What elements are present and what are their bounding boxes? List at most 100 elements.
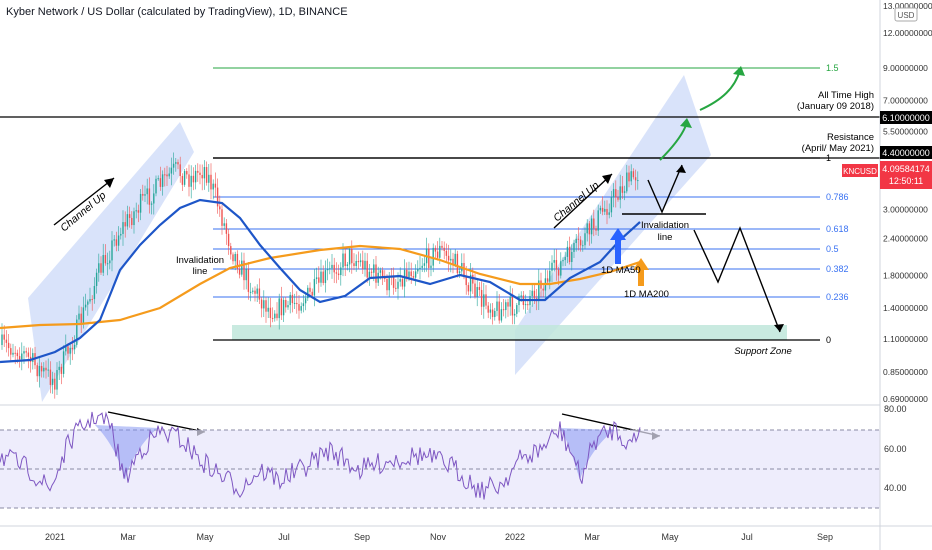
candle-body <box>280 298 283 316</box>
svg-text:60.00: 60.00 <box>884 444 907 454</box>
green-arrowheads <box>680 66 745 128</box>
candle-body <box>436 251 439 258</box>
candle-body <box>450 258 452 261</box>
candle-body <box>322 271 324 283</box>
candle-body <box>153 193 155 204</box>
candle-body <box>133 211 135 226</box>
candle-body <box>51 378 54 385</box>
candle-body <box>126 214 129 227</box>
candle-body <box>410 271 412 277</box>
candle-body <box>626 172 628 192</box>
candle-body <box>201 174 203 179</box>
candle-body <box>214 183 217 188</box>
candle-body <box>274 313 276 319</box>
candle-body <box>414 271 417 278</box>
candle-body <box>546 278 549 282</box>
candle-body <box>318 277 320 283</box>
candle-body <box>1 334 3 345</box>
candle-body <box>260 299 263 309</box>
candle-body <box>520 295 522 297</box>
candle-body <box>634 177 637 181</box>
candle-body <box>7 342 10 349</box>
candle-body <box>219 206 221 210</box>
rsi-axis: 80.00 60.00 40.00 <box>884 404 907 493</box>
channel-left <box>28 122 194 402</box>
candle-body <box>478 287 481 290</box>
candle-body <box>208 174 210 183</box>
invalidation-left-2: line <box>193 266 208 277</box>
candle-body <box>348 248 351 265</box>
fib-label-0.5: 0.5 <box>826 244 839 254</box>
rsi-panel <box>0 404 880 509</box>
candle-body <box>315 277 318 279</box>
candle-body <box>417 269 419 272</box>
candle-body <box>221 209 223 226</box>
candle-body <box>509 296 511 307</box>
price-axis[interactable]: 13.00000000 12.00000000 9.00000000 7.000000… <box>879 0 932 550</box>
candle-body <box>192 175 195 183</box>
candle-body <box>560 261 562 276</box>
candle-body <box>406 269 408 278</box>
candle-body <box>234 253 236 262</box>
candle-body <box>511 296 514 316</box>
candle-body <box>392 277 395 288</box>
candle-body <box>337 273 340 276</box>
svg-text:6.10000000: 6.10000000 <box>882 113 930 123</box>
candle-body <box>419 267 421 270</box>
candle-body <box>524 304 527 306</box>
candle-body <box>146 188 148 195</box>
support-zone-box <box>232 325 787 340</box>
candle-body <box>47 369 49 371</box>
candle-body <box>463 262 465 278</box>
candle-body <box>3 334 5 340</box>
candle-body <box>366 260 368 278</box>
ma200-label: 1D MA200 <box>624 289 669 300</box>
price-tick: 9.00000000 <box>883 63 928 73</box>
candle-body <box>326 269 329 271</box>
channel-right <box>515 75 711 375</box>
candle-body <box>304 298 307 304</box>
candle-body <box>265 300 267 312</box>
candle-body <box>599 207 602 211</box>
price-tick: 5.50000000 <box>883 126 928 136</box>
candle-body <box>144 194 146 196</box>
candle-body <box>531 290 533 297</box>
candle-body <box>18 356 21 360</box>
candle-body <box>368 271 371 278</box>
svg-text:12:50:11: 12:50:11 <box>889 176 923 186</box>
currency-badge[interactable] <box>894 7 918 22</box>
candle-body <box>159 178 162 187</box>
candle-body <box>474 283 476 297</box>
candle-body <box>577 238 580 240</box>
candle-body <box>533 290 536 299</box>
candle-body <box>489 309 492 313</box>
candle-body <box>56 370 58 390</box>
candle-body <box>553 260 555 263</box>
candle-body <box>115 239 118 246</box>
candle-body <box>564 256 566 261</box>
candle-body <box>194 170 197 183</box>
candle-body <box>335 272 338 274</box>
candle-body <box>364 260 366 270</box>
candle-body <box>45 367 47 371</box>
candle-body <box>342 253 344 268</box>
candle-body <box>313 278 316 296</box>
candle-body <box>296 302 298 305</box>
candle-body <box>122 222 124 234</box>
candle-body <box>630 171 632 182</box>
svg-text:4.40000000: 4.40000000 <box>882 148 930 158</box>
candle-body <box>505 302 507 311</box>
candle-body <box>271 317 274 319</box>
candle-body <box>212 183 214 190</box>
candle-body <box>397 281 399 289</box>
candle-body <box>584 233 586 246</box>
candle-body <box>16 352 19 357</box>
candle-body <box>549 270 551 282</box>
candle-body <box>619 186 621 200</box>
candle-body <box>289 294 291 306</box>
time-axis[interactable]: 2021 Mar May Jul Sep Nov 2022 Mar May Ju… <box>0 525 932 542</box>
candle-body <box>309 287 311 292</box>
candle-body <box>150 203 153 205</box>
ath-label-1: All Time High <box>818 90 874 101</box>
